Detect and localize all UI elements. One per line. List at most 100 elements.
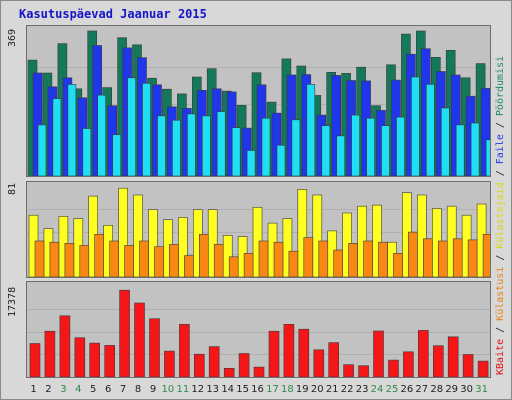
chart-svg-hits-files-pages (27, 30, 490, 176)
bar-kbytes-11 (179, 323, 190, 377)
bar-kbytes-24 (373, 330, 384, 377)
legend-entry: Pöördumisi (495, 55, 506, 117)
y-max-label-kbytes: 17378 (7, 286, 18, 317)
legend-separator: / (495, 164, 506, 183)
bar-sites-14 (228, 256, 239, 277)
bar-kbytes-13 (208, 346, 220, 377)
bar-kbytes-27 (417, 330, 429, 377)
bar-sites-15 (243, 253, 254, 277)
bar-pages-12 (202, 115, 211, 176)
bar-visits-7 (118, 187, 128, 277)
bar-sites-23 (363, 240, 373, 277)
bar-kbytes-15 (238, 353, 250, 377)
bar-kbytes-9 (149, 318, 160, 377)
x-tick-label: 5 (90, 384, 97, 395)
bar-kbytes-5 (89, 342, 101, 377)
bar-kbytes-30 (462, 354, 474, 377)
x-tick-label: 22 (340, 384, 354, 395)
bar-kbytes-17 (268, 330, 280, 377)
x-tick-label: 2 (45, 384, 52, 395)
bar-pages-7 (127, 77, 136, 176)
bar-pages-31 (485, 139, 490, 176)
bar-files-31 (480, 88, 490, 176)
x-tick-label: 4 (75, 384, 82, 395)
bar-files-1 (32, 72, 43, 176)
panel-visits-sites (26, 181, 491, 278)
x-tick-label: 31 (475, 384, 488, 395)
bar-visits-20 (312, 194, 323, 277)
bar-pages-23 (366, 117, 375, 176)
x-tick-label: 13 (206, 384, 220, 395)
legend-separator: / (495, 320, 506, 339)
bar-sites-4 (79, 245, 90, 277)
bar-sites-12 (199, 233, 209, 277)
bar-sites-31 (482, 233, 490, 277)
bar-kbytes-19 (298, 328, 310, 377)
bar-sites-25 (393, 253, 403, 277)
chart-title: Kasutuspäevad Jaanuar 2015 (19, 7, 207, 21)
y-max-label-hits: 369 (7, 28, 18, 47)
x-tick-label: 24 (370, 384, 384, 395)
bar-kbytes-29 (447, 336, 459, 377)
bar-kbytes-4 (74, 337, 86, 377)
legend-entry: Faile (495, 134, 506, 165)
bar-pages-27 (425, 84, 435, 176)
bar-pages-21 (336, 135, 346, 176)
legend-entry: KBaite (495, 338, 506, 375)
chart-svg-visits-sites (27, 187, 490, 277)
bar-kbytes-2 (44, 330, 56, 377)
x-tick-label: 18 (281, 384, 294, 395)
bar-sites-9 (154, 246, 164, 277)
bar-pages-5 (97, 94, 106, 176)
bar-sites-7 (124, 245, 134, 277)
bar-pages-2 (52, 98, 62, 176)
x-tick-label: 7 (119, 384, 127, 395)
bar-sites-28 (437, 240, 448, 277)
bar-pages-20 (321, 125, 331, 176)
bar-sites-21 (333, 249, 344, 277)
y-max-label-visits: 81 (7, 182, 18, 195)
bar-pages-11 (187, 113, 196, 176)
bar-visits-8 (133, 194, 143, 277)
bar-files-17 (271, 112, 282, 176)
legend-entry: Külastusi (495, 266, 506, 321)
bar-kbytes-28 (432, 345, 444, 377)
bar-pages-13 (216, 111, 226, 176)
bar-kbytes-3 (59, 315, 71, 377)
bar-sites-2 (49, 241, 60, 277)
x-tick-label: 12 (191, 384, 205, 395)
bar-files-21 (331, 75, 342, 176)
bar-pages-18 (291, 119, 301, 176)
x-tick-label: 30 (460, 384, 473, 395)
x-tick-label: 25 (385, 384, 399, 395)
bar-kbytes-20 (313, 349, 325, 377)
bar-kbytes-31 (477, 360, 489, 377)
x-tick-label: 29 (445, 384, 459, 395)
bar-sites-8 (139, 240, 149, 277)
bar-pages-10 (172, 119, 181, 176)
x-tick-label: 15 (236, 384, 249, 395)
bar-kbytes-14 (223, 368, 235, 377)
bar-sites-22 (348, 242, 358, 277)
bar-sites-16 (258, 240, 269, 277)
bar-pages-26 (411, 76, 420, 176)
bar-pages-28 (440, 107, 450, 176)
bar-pages-1 (37, 124, 47, 176)
bar-sites-26 (408, 231, 418, 277)
bar-pages-14 (231, 127, 241, 176)
legend-separator: / (495, 116, 506, 135)
x-tick-label: 9 (149, 384, 157, 395)
x-tick-label: 23 (355, 384, 369, 395)
bar-kbytes-6 (104, 345, 115, 377)
bar-pages-6 (112, 134, 121, 176)
x-tick-label: 20 (310, 384, 324, 395)
bar-pages-25 (396, 116, 405, 176)
bar-pages-19 (306, 84, 316, 176)
bar-sites-13 (213, 244, 224, 277)
x-tick-label: 8 (134, 384, 142, 395)
bar-pages-15 (246, 150, 256, 176)
x-tick-label: 28 (430, 384, 444, 395)
x-tick-label: 3 (60, 384, 67, 395)
x-tick-label: 14 (221, 384, 235, 395)
